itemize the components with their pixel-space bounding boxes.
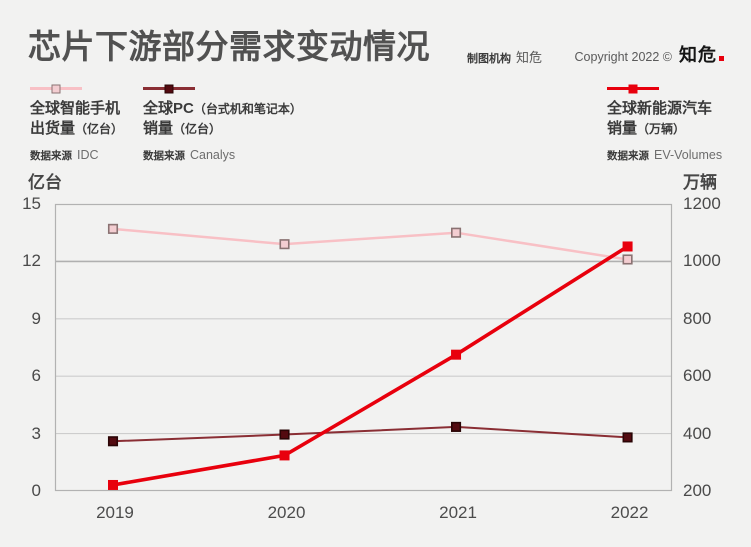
maker-credit: 制图机构 知危: [467, 47, 542, 67]
plot-border: [54, 203, 673, 492]
tick-label: 9: [31, 308, 41, 328]
data-point: [279, 450, 290, 461]
legend-name-line2: 销量（亿台）: [143, 120, 222, 137]
copyright-text: Copyright 2022 ©: [574, 50, 672, 64]
tick-label: 0: [31, 481, 41, 500]
legend-marker-icon: [51, 84, 61, 93]
data-point: [107, 479, 118, 490]
tick-label: 15: [22, 194, 41, 213]
legend-name-line1: 全球智能手机: [30, 100, 121, 117]
legend-swatch: [607, 84, 659, 93]
data-point: [279, 429, 290, 440]
tick-label: 400: [683, 423, 712, 443]
x-axis: 2019 2020 2021 2022: [55, 503, 672, 525]
left-axis-unit: 亿台: [28, 173, 62, 192]
series-line: [112, 425, 628, 443]
tick-label: 600: [683, 366, 712, 386]
x-tick-label: 2021: [439, 503, 477, 522]
legend-item-nev: 全球新能源汽车 销量（万辆） 数据来源 EV-Volumes: [607, 84, 722, 164]
tick-label: 1000: [683, 251, 721, 271]
legend-swatch: [30, 84, 82, 93]
brand-logo: 知危: [679, 45, 717, 65]
legend-source: 数据来源 EV-Volumes: [607, 148, 723, 162]
plot-area: [54, 203, 673, 492]
legend-marker-icon: [628, 84, 638, 93]
legend-source: 数据来源 IDC: [30, 148, 99, 162]
x-tick-label: 2019: [96, 503, 134, 522]
legend-item-pc: 全球PC（台式机和笔记本） 销量（亿台） 数据来源 Canalys: [143, 84, 302, 164]
data-point: [107, 436, 119, 447]
brand-dot-icon: [719, 56, 724, 61]
data-point: [622, 254, 633, 265]
page-title: 芯片下游部分需求变动情况: [28, 28, 430, 65]
data-point: [451, 349, 462, 360]
maker-label: 制图机构: [467, 53, 511, 65]
data-point: [622, 241, 633, 252]
x-tick-label: 2022: [610, 503, 649, 522]
y-axis-right: 1200 1000 800 600 400 200: [681, 194, 741, 500]
x-tick-label: 2020: [267, 503, 306, 522]
tick-label: 12: [22, 251, 41, 271]
legend-name-line2: 销量（万辆）: [607, 120, 686, 137]
maker-value: 知危: [516, 50, 543, 65]
series-line: [112, 244, 629, 487]
legend-source: 数据来源 Canalys: [143, 148, 236, 162]
series-line: [112, 227, 628, 261]
copyright: Copyright 2022 © 知危: [575, 41, 724, 67]
legend-item-smartphone: 全球智能手机 出货量（亿台） 数据来源 IDC: [30, 84, 123, 164]
legend-name-line2: 出货量（亿台）: [30, 120, 124, 137]
legend-name-line1: 全球PC（台式机和笔记本）: [143, 100, 302, 117]
tick-label: 800: [683, 308, 712, 328]
tick-label: 3: [31, 423, 41, 443]
data-point: [450, 421, 462, 432]
legend-swatch: [143, 84, 195, 93]
tick-label: 1200: [683, 194, 721, 213]
right-axis-unit: 万辆: [683, 173, 717, 192]
tick-label: 6: [31, 366, 41, 386]
y-axis-left: 15 12 9 6 3 0: [0, 194, 47, 500]
chart-canvas: [54, 203, 673, 492]
legend-name-line1: 全球新能源汽车: [607, 100, 713, 117]
data-point: [279, 239, 290, 250]
data-point: [622, 432, 633, 443]
data-point: [107, 223, 119, 234]
tick-label: 200: [683, 481, 712, 500]
data-point: [450, 227, 462, 238]
legend-marker-icon: [164, 84, 174, 93]
